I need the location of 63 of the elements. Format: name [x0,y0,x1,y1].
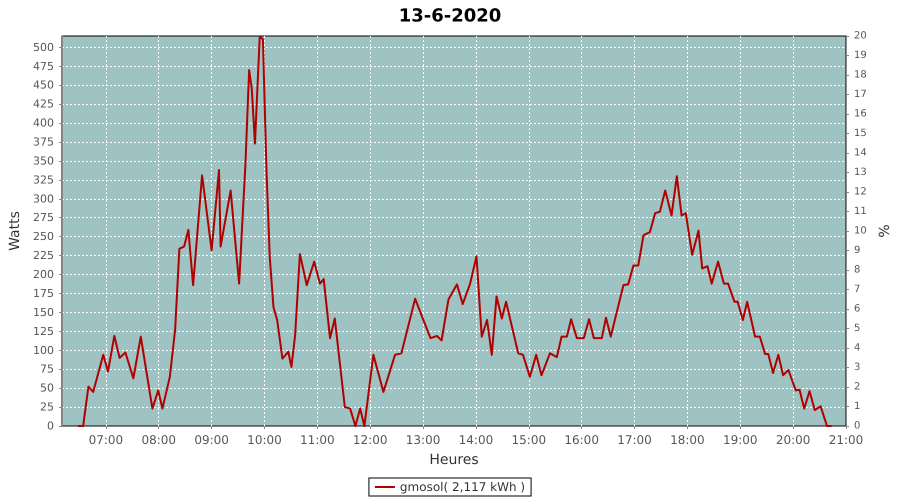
y-tick-label: 300 [33,192,54,206]
x-tick-label: 08:00 [141,433,176,447]
x-tick-label: 18:00 [670,433,705,447]
y-tick-label: 375 [33,136,54,149]
y2-tick-label: 3 [854,362,860,373]
y2-tick-label: 4 [854,342,860,354]
y2-tick-label: 5 [854,323,860,334]
y-tick-label: 150 [33,306,54,319]
y2-tick-label: 9 [854,245,860,256]
x-tick-label: 17:00 [617,433,652,447]
y-tick-label: 125 [33,324,54,338]
y-tick-label: 475 [33,60,54,73]
x-tick-label: 19:00 [722,433,758,447]
y-tick-label: 500 [33,40,54,54]
y-tick-label: 175 [33,286,54,300]
y-tick-label: 425 [33,98,54,111]
y-tick-label: 400 [33,116,54,130]
y2-axis-title: % [877,224,893,238]
y2-tick-label: 8 [854,264,860,276]
x-tick-label: 07:00 [88,433,124,447]
x-tick-label: 20:00 [776,433,810,447]
y-tick-label: 225 [33,249,54,262]
y2-tick-label: 15 [854,128,867,139]
y-tick-label: 250 [33,230,54,244]
y-tick-label: 350 [33,154,54,168]
y-tick-label: 275 [33,211,54,224]
x-tick-label: 10:00 [247,433,282,447]
y2-tick-label: 6 [854,304,860,314]
chart-title: 13-6-2020 [398,6,502,26]
x-tick-label: 16:00 [564,433,599,447]
y2-tick-label: 19 [854,50,867,61]
y2-tick-label: 17 [854,89,867,100]
y2-tick-label: 20 [854,30,867,42]
y-tick-label: 25 [40,400,54,414]
y-axis-title: Watts [7,211,23,251]
y2-tick-label: 13 [854,167,867,178]
y-tick-label: 325 [33,173,54,186]
y2-tick-label: 1 [854,401,860,412]
x-tick-label: 09:00 [194,433,229,447]
x-tick-label: 13:00 [406,433,440,447]
x-tick-label: 12:00 [352,433,388,447]
y2-tick-label: 10 [854,226,867,236]
y2-tick-label: 14 [854,148,867,158]
line-series [76,36,833,427]
x-tick-label: 21:00 [828,433,864,447]
y2-tick-label: 16 [854,108,867,120]
y-tick-label: 50 [40,382,54,395]
y2-tick-label: 0 [854,420,860,432]
x-tick-label: 11:00 [300,433,335,447]
y2-tick-label: 12 [854,186,867,198]
y-tick-label: 75 [40,362,54,376]
x-axis-title: Heures [429,452,479,468]
y-tick-label: 0 [47,420,54,432]
y-tick-label: 450 [33,78,54,92]
y2-tick-label: 18 [854,70,867,80]
y-tick-label: 200 [33,268,54,282]
legend-label: gmosol( 2,117 kWh ) [400,480,526,494]
y-tick-label: 100 [33,344,54,357]
x-tick-label: 14:00 [458,433,494,447]
y2-tick-label: 7 [854,284,860,295]
y2-tick-label: 11 [854,206,867,217]
x-tick-label: 15:00 [512,433,546,447]
y2-tick-label: 2 [854,382,860,392]
